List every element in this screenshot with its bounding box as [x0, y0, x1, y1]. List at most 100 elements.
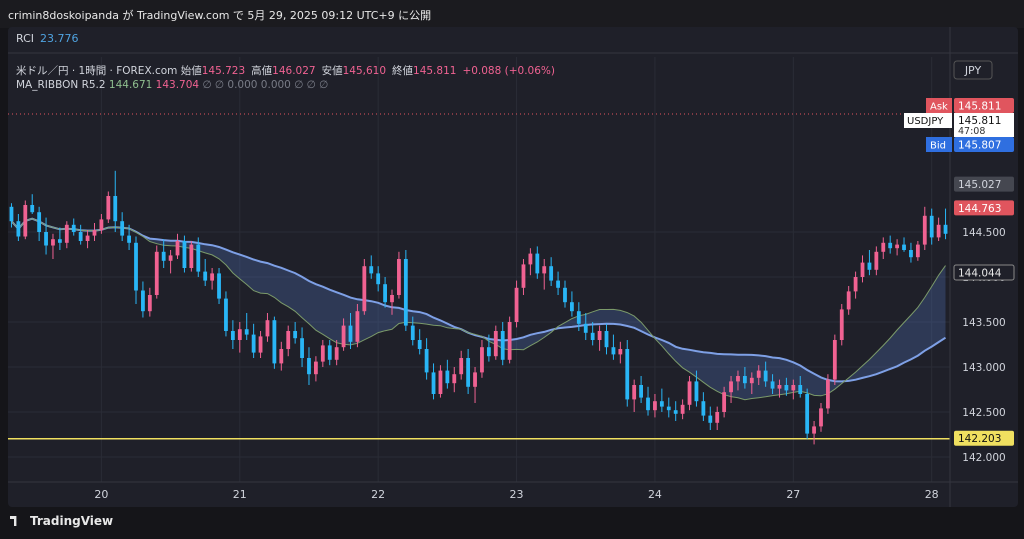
- candle-body[interactable]: [445, 370, 450, 384]
- candle-body[interactable]: [909, 250, 913, 258]
- candle-body[interactable]: [217, 273, 221, 299]
- candle-body[interactable]: [92, 230, 97, 236]
- candle-body[interactable]: [383, 284, 387, 303]
- candle-body[interactable]: [888, 242, 893, 249]
- candle-body[interactable]: [812, 426, 816, 434]
- candle-body[interactable]: [196, 244, 201, 272]
- candle-body[interactable]: [376, 273, 381, 285]
- candle-body[interactable]: [542, 266, 547, 274]
- candle-body[interactable]: [459, 358, 464, 375]
- candle-body[interactable]: [653, 401, 657, 411]
- candle-body[interactable]: [85, 235, 90, 241]
- candle-body[interactable]: [431, 372, 436, 394]
- candle-body[interactable]: [611, 347, 616, 355]
- candle-body[interactable]: [625, 349, 630, 400]
- candle-body[interactable]: [791, 385, 796, 391]
- candle-body[interactable]: [168, 255, 173, 261]
- candle-body[interactable]: [936, 224, 941, 238]
- candle-body[interactable]: [915, 244, 920, 258]
- candle-body[interactable]: [182, 241, 187, 268]
- candle-body[interactable]: [390, 295, 394, 303]
- candle-body[interactable]: [369, 266, 374, 274]
- candle-body[interactable]: [576, 311, 581, 324]
- candle-body[interactable]: [535, 253, 540, 274]
- candle-body[interactable]: [9, 206, 14, 222]
- candle-body[interactable]: [902, 244, 906, 250]
- candle-body[interactable]: [749, 377, 754, 384]
- candle-body[interactable]: [514, 287, 519, 322]
- candle-body[interactable]: [272, 320, 277, 364]
- candle-body[interactable]: [438, 370, 443, 394]
- candle-body[interactable]: [127, 235, 131, 243]
- candle-body[interactable]: [777, 385, 782, 389]
- candle-body[interactable]: [57, 239, 62, 243]
- candle-body[interactable]: [424, 349, 429, 373]
- candle-body[interactable]: [134, 242, 138, 291]
- candle-body[interactable]: [480, 347, 484, 373]
- candle-body[interactable]: [570, 302, 574, 312]
- candle-body[interactable]: [687, 381, 692, 405]
- candle-body[interactable]: [784, 385, 789, 391]
- candle-body[interactable]: [348, 325, 353, 342]
- candle-body[interactable]: [286, 331, 291, 349]
- candle-body[interactable]: [922, 215, 927, 245]
- candle-body[interactable]: [701, 401, 706, 416]
- candle-body[interactable]: [30, 205, 35, 213]
- candle-body[interactable]: [556, 280, 560, 288]
- candle-body[interactable]: [632, 385, 637, 400]
- candle-body[interactable]: [154, 251, 159, 295]
- candle-body[interactable]: [881, 242, 886, 252]
- chart-panel[interactable]: 144.500144.000143.500143.000142.500142.0…: [8, 27, 1018, 507]
- candle-body[interactable]: [99, 219, 104, 231]
- candle-body[interactable]: [452, 374, 457, 384]
- candle-body[interactable]: [819, 408, 823, 427]
- candle-body[interactable]: [265, 320, 270, 337]
- candle-body[interactable]: [113, 196, 118, 222]
- candle-body[interactable]: [327, 345, 332, 360]
- candle-body[interactable]: [397, 259, 401, 295]
- candle-body[interactable]: [839, 309, 844, 340]
- candle-body[interactable]: [251, 334, 256, 353]
- candle-body[interactable]: [860, 262, 865, 277]
- candle-body[interactable]: [549, 266, 554, 281]
- candle-body[interactable]: [736, 376, 740, 382]
- candle-body[interactable]: [618, 349, 623, 355]
- candle-body[interactable]: [71, 224, 76, 232]
- candle-body[interactable]: [798, 385, 803, 394]
- candle-body[interactable]: [673, 410, 678, 414]
- candle-body[interactable]: [639, 385, 644, 398]
- candle-body[interactable]: [341, 325, 346, 348]
- candle-body[interactable]: [320, 345, 325, 362]
- candle-body[interactable]: [44, 232, 48, 246]
- candle-body[interactable]: [51, 239, 55, 246]
- candle-body[interactable]: [770, 381, 775, 389]
- candle-body[interactable]: [78, 232, 83, 241]
- candle-body[interactable]: [846, 291, 851, 310]
- candle-body[interactable]: [763, 370, 768, 382]
- candle-body[interactable]: [189, 244, 194, 268]
- candle-body[interactable]: [141, 290, 145, 312]
- candle-body[interactable]: [466, 358, 471, 387]
- candle-body[interactable]: [500, 331, 505, 360]
- candle-body[interactable]: [307, 358, 311, 375]
- candle-body[interactable]: [279, 349, 284, 364]
- candle-body[interactable]: [805, 394, 810, 434]
- candle-body[interactable]: [313, 361, 318, 375]
- candle-body[interactable]: [224, 298, 228, 331]
- indicator-label[interactable]: RCI 23.776: [16, 32, 79, 45]
- candle-body[interactable]: [120, 221, 125, 236]
- candle-body[interactable]: [355, 311, 360, 342]
- candle-body[interactable]: [258, 336, 263, 353]
- candle-body[interactable]: [410, 325, 415, 340]
- candle-body[interactable]: [293, 331, 298, 339]
- candle-body[interactable]: [742, 376, 747, 384]
- candle-body[interactable]: [597, 331, 602, 340]
- candle-body[interactable]: [604, 331, 609, 348]
- candle-body[interactable]: [563, 287, 567, 303]
- candle-body[interactable]: [832, 340, 837, 380]
- candle-body[interactable]: [37, 212, 42, 232]
- candle-body[interactable]: [659, 401, 664, 407]
- candle-body[interactable]: [528, 253, 533, 265]
- candle-body[interactable]: [715, 412, 720, 423]
- candle-body[interactable]: [23, 205, 28, 237]
